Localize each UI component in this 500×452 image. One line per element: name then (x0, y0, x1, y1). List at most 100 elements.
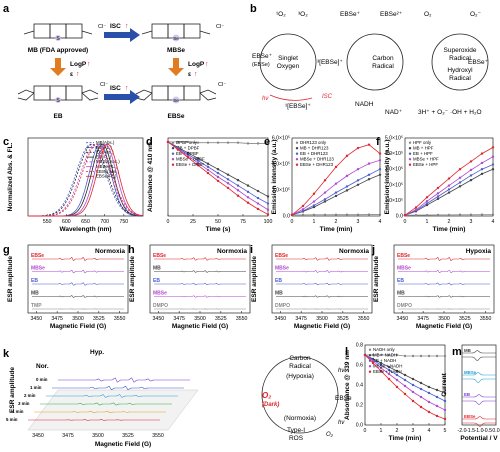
panel-k-cycle: Carbon Radical (Hypoxia) O₂ (Dark) (Normo… (261, 355, 352, 442)
data-point-e (345, 189, 349, 192)
data-point-l (435, 388, 439, 392)
data-point-l (387, 353, 391, 357)
cv-trace-m (462, 356, 496, 361)
data-point-d (206, 168, 210, 172)
legend-label-l: MBSe + NADH (373, 364, 402, 369)
legend-label-f: MB + HPF (413, 146, 434, 151)
hv-label: hν (262, 96, 268, 102)
data-point-e (301, 204, 305, 208)
data-point-d (196, 157, 200, 160)
legend-marker-f (408, 147, 412, 150)
trace-label-h: DMPO (153, 303, 168, 309)
series-line-e (291, 159, 381, 216)
legend-marker-l (368, 365, 372, 368)
k-dark: (Dark) (262, 402, 279, 408)
xtick-label-k: 3550 (152, 433, 164, 439)
data-point-l (403, 373, 407, 377)
xtick-label-f: 3 (470, 219, 473, 225)
k-trace (34, 410, 166, 414)
esr-trace-j (398, 256, 490, 261)
data-point-f (447, 177, 451, 180)
data-point-d (196, 159, 200, 162)
xtick-label-g: 3450 (31, 316, 43, 322)
data-point-l (427, 354, 431, 358)
data-point-d (216, 171, 220, 175)
data-point-l (403, 392, 407, 396)
data-point-l (411, 390, 415, 394)
legend-marker-d (171, 141, 175, 144)
ebse-plus-left: EBSe⁺ (252, 53, 273, 60)
trace-label-j: MBSe (397, 266, 411, 272)
data-point-f (458, 176, 462, 179)
data-point-l (395, 373, 399, 377)
data-point-l (371, 361, 375, 365)
data-point-d (266, 195, 270, 198)
data-point-e (356, 179, 360, 182)
data-point-f (491, 163, 495, 166)
legend-marker-d (171, 152, 175, 155)
esr-trace-h (154, 270, 246, 273)
data-point-f (425, 202, 429, 205)
data-point-d (206, 141, 210, 144)
trace-label-g: MBSe (31, 266, 45, 272)
data-point-e (356, 168, 360, 171)
xtick-label-k: 3450 (32, 433, 44, 439)
title-g: Normoxia (95, 248, 125, 255)
ytick-label-f: 1.0×10⁵ (385, 198, 403, 204)
esr-trace-h (154, 257, 246, 261)
ytick-label-e: 2.0×10⁵ (272, 188, 290, 194)
data-point-f (491, 168, 495, 171)
xtick-label-j: 3475 (417, 316, 429, 322)
trace-label-i: MB (275, 291, 283, 297)
data-point-f (403, 214, 407, 217)
data-point-e (323, 200, 327, 203)
data-point-l (379, 353, 383, 357)
xtick-label-j: 3450 (397, 316, 409, 322)
xtick-label-d: 25 (190, 219, 196, 225)
data-point-l (371, 353, 375, 357)
xtick-label-c: 600 (62, 219, 71, 225)
data-point-l (427, 391, 431, 395)
xtick-label-f: 4 (492, 219, 495, 225)
xtick-label-f: 2 (448, 219, 451, 225)
trace-label-m: EBSe (464, 414, 476, 419)
data-point-f (458, 168, 462, 171)
data-point-f (436, 213, 440, 217)
superoxide-label: Superoxide Radical (444, 47, 477, 62)
hydroxyl-equation: 3H⁺ + O₂⁻ ·OH + H₂O (418, 109, 482, 116)
ytick-label-l: 0.0 (356, 423, 363, 429)
title-i: Normoxia (339, 248, 369, 255)
data-point-e (312, 200, 316, 203)
data-point-f (469, 213, 473, 216)
legend-label-e: MB + DHR123 (300, 146, 329, 151)
legend-label-e: EB + DHR123 (300, 151, 328, 156)
data-point-l (435, 404, 439, 408)
counterion-mb: Cl⁻ (98, 24, 106, 30)
trace-label-i: EBSe (275, 253, 288, 259)
data-point-l (427, 400, 431, 404)
xtick-label-m: -1.5 (466, 428, 475, 434)
data-point-e (345, 213, 349, 216)
legend-label-c: EB(FL.) (96, 154, 112, 159)
epsilon-label-left: ε (70, 71, 73, 78)
o2-singlet: ¹O₂ (276, 11, 286, 18)
title-h: Normoxia (217, 248, 247, 255)
data-point-e (367, 213, 371, 216)
k-trace (58, 377, 190, 383)
k-trace (28, 419, 160, 421)
k-corner-nor: Nor. (36, 363, 49, 370)
label-mbse: MBSe (167, 47, 185, 54)
xtick-label-c: 650 (81, 219, 90, 225)
xtick-label-d: 75 (240, 219, 246, 225)
data-point-l (363, 353, 367, 357)
data-point-f (469, 174, 473, 177)
data-point-e (334, 213, 338, 216)
heteroatom-se-mbse: Se (173, 36, 179, 41)
data-point-l (395, 378, 399, 382)
data-point-d (196, 164, 200, 167)
ytick-label-l: 0.6 (356, 363, 363, 369)
data-point-f (447, 184, 451, 187)
data-point-f (458, 185, 462, 188)
isc-label-top: ISC (110, 23, 121, 30)
xlabel-f: Time (min) (433, 226, 466, 233)
